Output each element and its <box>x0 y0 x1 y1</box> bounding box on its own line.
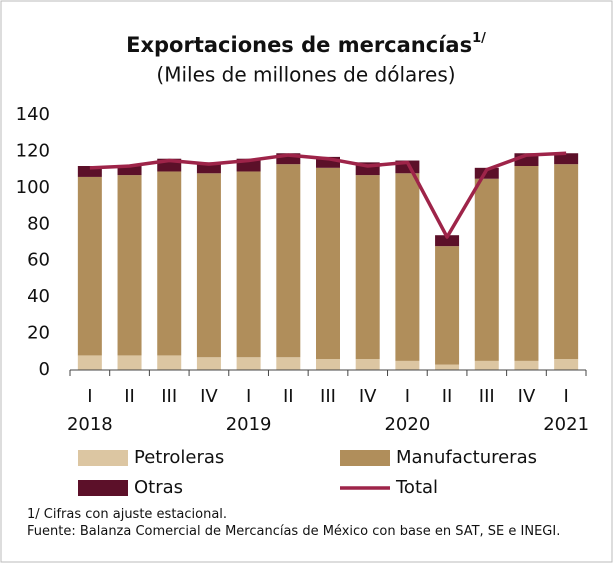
note: Fuente: Balanza Comercial de Mercancías … <box>27 524 561 539</box>
bar-segment <box>77 166 102 177</box>
bar-segment <box>355 359 380 370</box>
bar-segment <box>435 246 460 365</box>
bar-segment <box>157 355 182 370</box>
bar-segment <box>276 164 301 358</box>
title-text: Exportaciones de mercancías <box>126 33 472 57</box>
legend-swatch <box>78 480 128 496</box>
bar-segment <box>554 164 579 360</box>
x-tick-label: III <box>161 386 177 407</box>
bar-segment <box>236 357 261 370</box>
y-tick-label: 60 <box>27 250 50 271</box>
bar-segment <box>117 166 142 176</box>
x-tick-label: I <box>405 386 410 407</box>
legend-label: Otras <box>134 477 183 498</box>
bar-segment <box>236 171 261 358</box>
chart-subtitle: (Miles de millones de dólares) <box>156 63 455 87</box>
bar-segment <box>77 355 102 370</box>
title-superscript: 1/ <box>472 31 486 46</box>
x-tick-label: IV <box>200 386 218 407</box>
year-label: 2019 <box>226 414 272 435</box>
bar-segment <box>395 360 420 370</box>
bar-segment <box>355 175 380 360</box>
bar-segment <box>316 359 340 370</box>
legend-swatch <box>340 450 390 466</box>
bar-segment <box>276 357 301 370</box>
y-tick-label: 20 <box>27 323 50 344</box>
legend-label: Petroleras <box>134 447 224 468</box>
legend-swatch <box>78 450 128 466</box>
year-label: 2020 <box>384 414 430 435</box>
x-tick-label: I <box>87 386 92 407</box>
bar-segment <box>77 176 102 356</box>
bar-segment <box>554 153 579 165</box>
y-tick-label: 100 <box>16 177 50 198</box>
x-tick-label: III <box>479 386 495 407</box>
bar-segment <box>196 357 221 370</box>
total-line <box>89 151 567 239</box>
x-tick-label: II <box>442 386 453 407</box>
x-tick-label: II <box>283 386 294 407</box>
x-tick-label: II <box>124 386 135 407</box>
year-label: 2021 <box>543 414 589 435</box>
bar-segment <box>316 167 340 360</box>
y-tick-label: 120 <box>16 140 50 161</box>
bar-segment <box>117 175 142 356</box>
year-label: 2018 <box>67 414 113 435</box>
bar-segment <box>435 235 460 247</box>
bar-segment <box>474 360 499 370</box>
bar-segment <box>157 171 182 356</box>
legend-label: Total <box>395 477 438 498</box>
note: 1/ Cifras con ajuste estacional. <box>27 507 228 522</box>
x-tick-label: I <box>246 386 251 407</box>
y-tick-label: 0 <box>39 359 50 380</box>
x-tick-label: III <box>320 386 336 407</box>
bar-segment <box>196 173 221 358</box>
x-tick-label: IV <box>518 386 536 407</box>
bar-segment <box>474 167 499 179</box>
bar-segment <box>395 173 420 361</box>
bar-segment <box>316 156 340 168</box>
bar-segment <box>514 166 539 361</box>
x-tick-label: I <box>563 386 568 407</box>
notes: 1/ Cifras con ajuste estacional. Fuente: … <box>27 506 592 540</box>
bar-segment <box>435 364 460 370</box>
y-tick-label: 80 <box>27 213 50 234</box>
bar-segment <box>554 359 579 370</box>
y-tick-label: 40 <box>27 286 50 307</box>
bar-segment <box>117 355 142 370</box>
x-tick-label: IV <box>359 386 377 407</box>
legend-label: Manufactureras <box>396 447 537 468</box>
y-tick-label: 140 <box>16 104 50 125</box>
bar-segment <box>276 153 301 165</box>
chart-title: Exportaciones de mercancías1/ <box>126 31 486 58</box>
bar-segment <box>196 162 221 174</box>
bar-segment <box>474 178 499 361</box>
bar-segment <box>514 360 539 370</box>
